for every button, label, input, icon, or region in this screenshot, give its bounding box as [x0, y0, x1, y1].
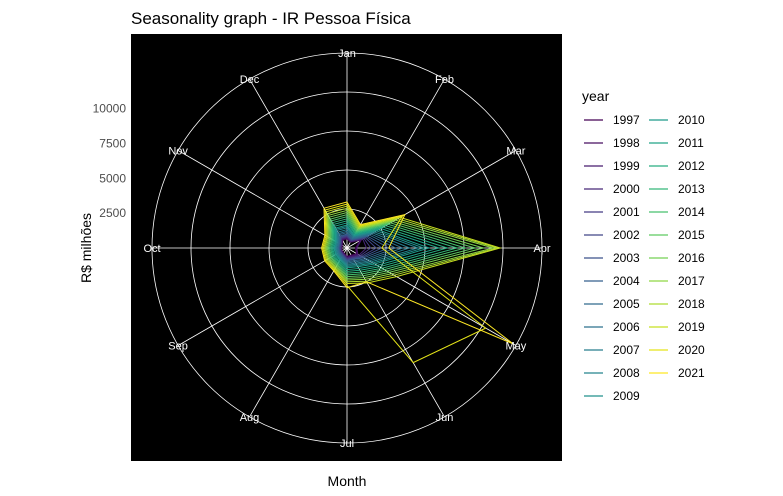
month-labels: Jan Feb Mar Apr May Jun Jul Aug Sep Oct Nov Dec — [143, 48, 550, 450]
legend-label-2001: 2001 — [613, 205, 640, 219]
series-line-2007 — [335, 229, 412, 265]
legend-title: year — [582, 88, 610, 104]
radial-tick-label: 7500 — [99, 137, 126, 151]
month-label-nov: Nov — [168, 146, 188, 158]
chart-title: Seasonality graph - IR Pessoa Física — [131, 9, 411, 28]
series-line-2006 — [336, 230, 405, 264]
x-axis-label: Month — [328, 473, 367, 489]
legend-label-2021: 2021 — [678, 366, 705, 380]
legend-label-2006: 2006 — [613, 320, 640, 334]
series-lines — [321, 201, 514, 364]
series-line-2017 — [325, 209, 496, 281]
series-line-2021 — [321, 201, 514, 345]
legend-label-2011: 2011 — [678, 136, 704, 150]
legend-label-2005: 2005 — [613, 297, 640, 311]
legend-label-2010: 2010 — [678, 113, 705, 127]
legend-label-1998: 1998 — [613, 136, 640, 150]
series-line-2016 — [326, 211, 486, 279]
legend-label-2016: 2016 — [678, 251, 705, 265]
series-line-2005 — [337, 232, 398, 263]
series-line-2019 — [323, 205, 502, 285]
series-line-2014 — [328, 216, 468, 276]
legend-label-2020: 2020 — [678, 343, 705, 357]
legend-label-2012: 2012 — [678, 159, 705, 173]
grid-spoke — [177, 150, 348, 249]
grid-spoke — [346, 78, 445, 249]
legend-label-2004: 2004 — [613, 274, 640, 288]
month-label-mar: Mar — [506, 146, 525, 158]
radial-tick-label: 2500 — [99, 206, 126, 220]
series-line-2020 — [322, 203, 487, 364]
radial-tick-label: 10000 — [93, 102, 127, 116]
month-label-apr: Apr — [533, 243, 550, 255]
month-label-feb: Feb — [435, 74, 454, 86]
legend-label-2008: 2008 — [613, 366, 640, 380]
month-label-oct: Oct — [143, 243, 160, 255]
grid-spoke — [177, 247, 348, 346]
month-label-jun: Jun — [436, 412, 454, 424]
series-line-2010 — [333, 224, 431, 269]
legend-label-2002: 2002 — [613, 228, 640, 242]
legend-label-2018: 2018 — [678, 297, 705, 311]
series-line-2013 — [330, 218, 459, 274]
series-line-2011 — [332, 222, 441, 271]
series-line-2015 — [327, 214, 477, 278]
series-line-2008 — [335, 227, 420, 266]
month-label-dec: Dec — [240, 74, 260, 86]
month-label-may: May — [506, 341, 527, 353]
series-line-2018 — [324, 207, 500, 283]
legend-label-2009: 2009 — [613, 389, 640, 403]
radial-tick-labels: 2500 5000 7500 10000 — [93, 102, 127, 221]
legend-label-2000: 2000 — [613, 182, 640, 196]
month-label-jul: Jul — [340, 438, 354, 450]
legend: year 1997 1998 1999 2000 2001 2002 2003 2004 200… — [582, 88, 705, 403]
radial-tick-label: 5000 — [99, 171, 126, 185]
series-line-2009 — [334, 225, 426, 268]
legend-label-1997: 1997 — [613, 113, 640, 127]
series-line-2004 — [338, 233, 390, 262]
legend-label-2007: 2007 — [613, 343, 640, 357]
legend-label-2003: 2003 — [613, 251, 640, 265]
y-axis-label: R$ milhões — [78, 213, 94, 283]
grid-spoke — [249, 247, 348, 418]
legend-label-2013: 2013 — [678, 182, 705, 196]
month-label-sep: Sep — [168, 341, 188, 353]
legend-label-2017: 2017 — [678, 274, 705, 288]
legend-label-2019: 2019 — [678, 320, 705, 334]
legend-label-2014: 2014 — [678, 205, 705, 219]
legend-label-1999: 1999 — [613, 159, 640, 173]
month-label-aug: Aug — [240, 412, 260, 424]
legend-label-2015: 2015 — [678, 228, 705, 242]
series-line-2012 — [331, 220, 450, 272]
month-label-jan: Jan — [338, 48, 356, 60]
